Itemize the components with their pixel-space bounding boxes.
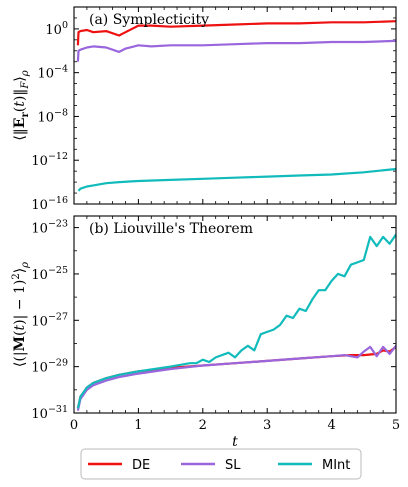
series-mint-line: [76, 233, 396, 409]
x-tick-label: 0: [70, 418, 78, 433]
y-tick-label: 10−23: [31, 219, 68, 237]
legend-label-sl: SL: [225, 458, 241, 473]
y-tick-label: 10−8: [37, 107, 68, 125]
x-ticks: 0 1 2 3 4 5: [70, 216, 400, 433]
y-ticks: 100 10−4 10−8 10−12 10−16: [31, 6, 396, 213]
plot-frame: [73, 6, 397, 205]
x-tick-label: 5: [392, 418, 400, 433]
x-tick-label: 3: [263, 418, 271, 433]
x-tick-label: 4: [327, 418, 335, 433]
y-axis-title: ⟨‖Er(t)‖F⟩ρ: [12, 70, 31, 140]
legend: DE SL MInt: [80, 448, 362, 480]
panel-symplecticity: 100 10−4 10−8 10−12 10−16 (a) Symplecticity ⟨‖…: [12, 6, 397, 213]
y-tick-label: 10−12: [31, 151, 68, 169]
y-tick-label: 10−16: [31, 195, 68, 213]
panel-title: (a) Symplecticity: [89, 12, 209, 28]
plot-frame: [73, 215, 397, 414]
y-tick-label: 10−25: [31, 265, 68, 283]
legend-box: [80, 448, 362, 480]
y-tick-label: 10−29: [31, 358, 68, 376]
series-mint-line: [77, 167, 396, 192]
legend-label-mint: MInt: [322, 458, 350, 473]
series-sl-line: [76, 345, 396, 411]
y-tick-label: 10−4: [37, 64, 68, 82]
y-tick-label: 100: [45, 20, 68, 38]
series-lines: [76, 233, 396, 411]
y-axis-title: ⟨(|M(t)| − 1)2⟩ρ: [11, 262, 31, 367]
series-de-line: [76, 20, 396, 46]
y-ticks: 10−23 10−25 10−27 10−29 10−31: [31, 219, 396, 422]
y-tick-label: 10−31: [31, 404, 68, 422]
series-lines: [76, 20, 396, 192]
x-tick-label: 1: [134, 418, 142, 433]
series-sl-line: [76, 39, 396, 62]
panel-title: (b) Liouville's Theorem: [89, 221, 253, 237]
x-tick-label: 2: [199, 418, 207, 433]
y-tick-label: 10−27: [31, 311, 68, 329]
panel-liouville: 10−23 10−25 10−27 10−29 10−310 1 2 3 4 5 t (b) Liou…: [11, 215, 400, 450]
x-axis-title: t: [232, 434, 238, 450]
legend-label-de: DE: [132, 458, 150, 473]
